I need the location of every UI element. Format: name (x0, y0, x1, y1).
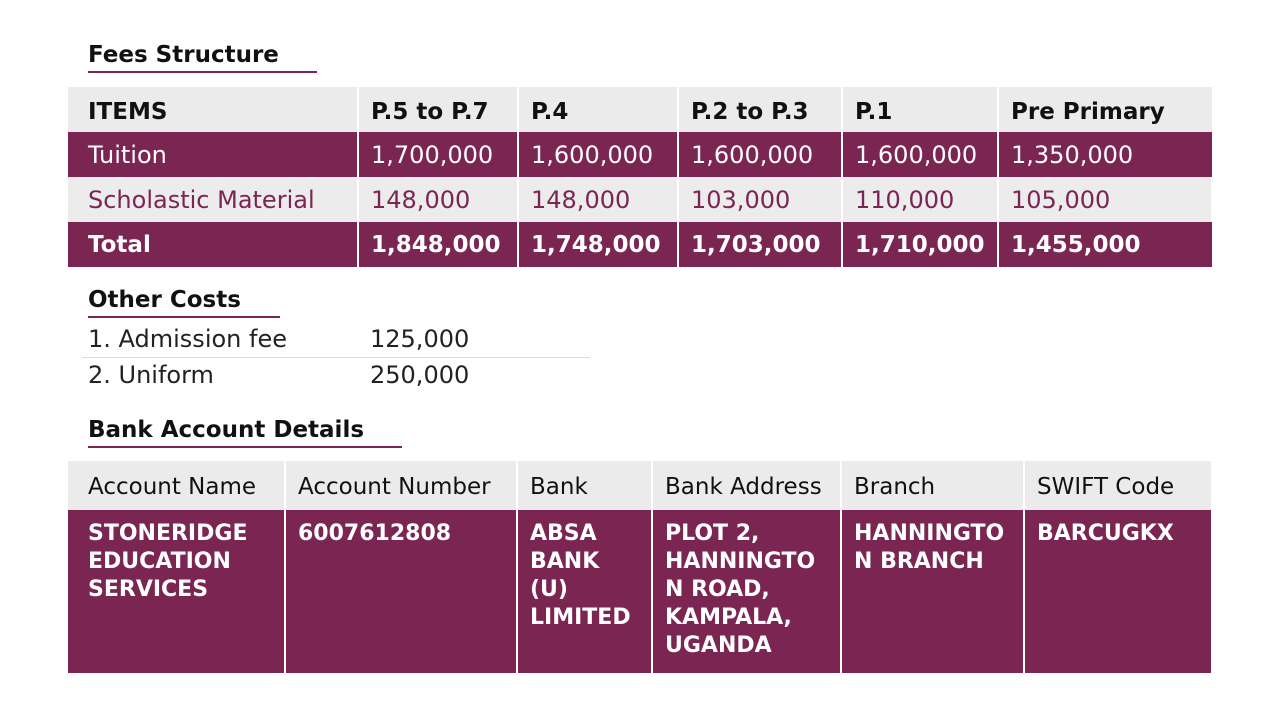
fees-cell: 110,000 (842, 177, 999, 222)
fees-table: ITEMS P.5 to P.7 P.4 P.2 to P.3 P.1 Pre … (68, 87, 1213, 267)
other-cost-label: 2. Uniform (88, 360, 214, 389)
fees-header-p4: P.4 (518, 87, 679, 132)
fees-cell: 1,600,000 (518, 132, 679, 177)
bank-branch: HANNINGTON BRANCH (841, 510, 1025, 673)
fees-structure-title: Fees Structure (88, 42, 317, 73)
fees-header-p5-p7: P.5 to P.7 (358, 87, 519, 132)
fees-row-scholastic-material: Scholastic Material 148,000 148,000 103,… (68, 177, 1213, 222)
fees-cell: 1,350,000 (998, 132, 1212, 177)
fees-row-tuition: Tuition 1,700,000 1,600,000 1,600,000 1,… (68, 132, 1212, 177)
bank-header-bank: Bank (517, 461, 653, 510)
fees-cell: 1,600,000 (842, 132, 999, 177)
fees-row-label: Tuition (68, 132, 359, 177)
fees-row-label: Total (68, 222, 359, 267)
fees-cell: 105,000 (998, 177, 1213, 222)
bank-header-account-name: Account Name (68, 461, 286, 510)
fees-cell: 1,455,000 (998, 222, 1212, 267)
other-costs-list: 1. Admission fee 125,000 2. Uniform 250,… (82, 322, 590, 392)
fees-header-items: ITEMS (68, 87, 359, 132)
bank-details-title: Bank Account Details (88, 417, 402, 448)
other-cost-amount: 250,000 (370, 360, 470, 389)
bank-address: PLOT 2, HANNINGTON ROAD, KAMPALA, UGANDA (652, 510, 842, 673)
fees-header-pre-primary: Pre Primary (998, 87, 1212, 132)
fees-cell: 1,748,000 (518, 222, 679, 267)
fees-cell: 1,700,000 (358, 132, 519, 177)
fees-header-p2-p3: P.2 to P.3 (678, 87, 843, 132)
fees-header-p1: P.1 (842, 87, 999, 132)
bank-details-table: Account Name Account Number Bank Bank Ad… (68, 461, 1211, 673)
bank-values-row: STONERIDGE EDUCATION SERVICES 6007612808… (68, 510, 1211, 673)
bank-header-account-number: Account Number (285, 461, 518, 510)
bank-header-row: Account Name Account Number Bank Bank Ad… (68, 461, 1211, 510)
list-item: 1. Admission fee 125,000 (82, 322, 590, 358)
fees-cell: 1,600,000 (678, 132, 843, 177)
bank-header-swift-code: SWIFT Code (1024, 461, 1211, 510)
fees-cell: 148,000 (358, 177, 519, 222)
bank-account-name: STONERIDGE EDUCATION SERVICES (68, 510, 286, 673)
fees-cell: 1,710,000 (842, 222, 999, 267)
fees-cell: 1,703,000 (678, 222, 843, 267)
fees-cell: 1,848,000 (358, 222, 519, 267)
fees-row-total: Total 1,848,000 1,748,000 1,703,000 1,71… (68, 222, 1212, 267)
bank-header-bank-address: Bank Address (652, 461, 842, 510)
bank-name: ABSA BANK (U) LIMITED (517, 510, 653, 673)
bank-header-branch: Branch (841, 461, 1025, 510)
list-item: 2. Uniform 250,000 (82, 357, 590, 392)
other-cost-amount: 125,000 (370, 322, 590, 358)
fees-row-label: Scholastic Material (68, 177, 359, 222)
bank-account-number: 6007612808 (285, 510, 518, 673)
bank-swift-code: BARCUGKX (1024, 510, 1211, 673)
other-costs-title: Other Costs (88, 287, 280, 318)
fees-cell: 103,000 (678, 177, 843, 222)
other-cost-label: 1. Admission fee (82, 322, 370, 358)
fees-header-row: ITEMS P.5 to P.7 P.4 P.2 to P.3 P.1 Pre … (68, 87, 1212, 132)
fees-cell: 148,000 (518, 177, 679, 222)
